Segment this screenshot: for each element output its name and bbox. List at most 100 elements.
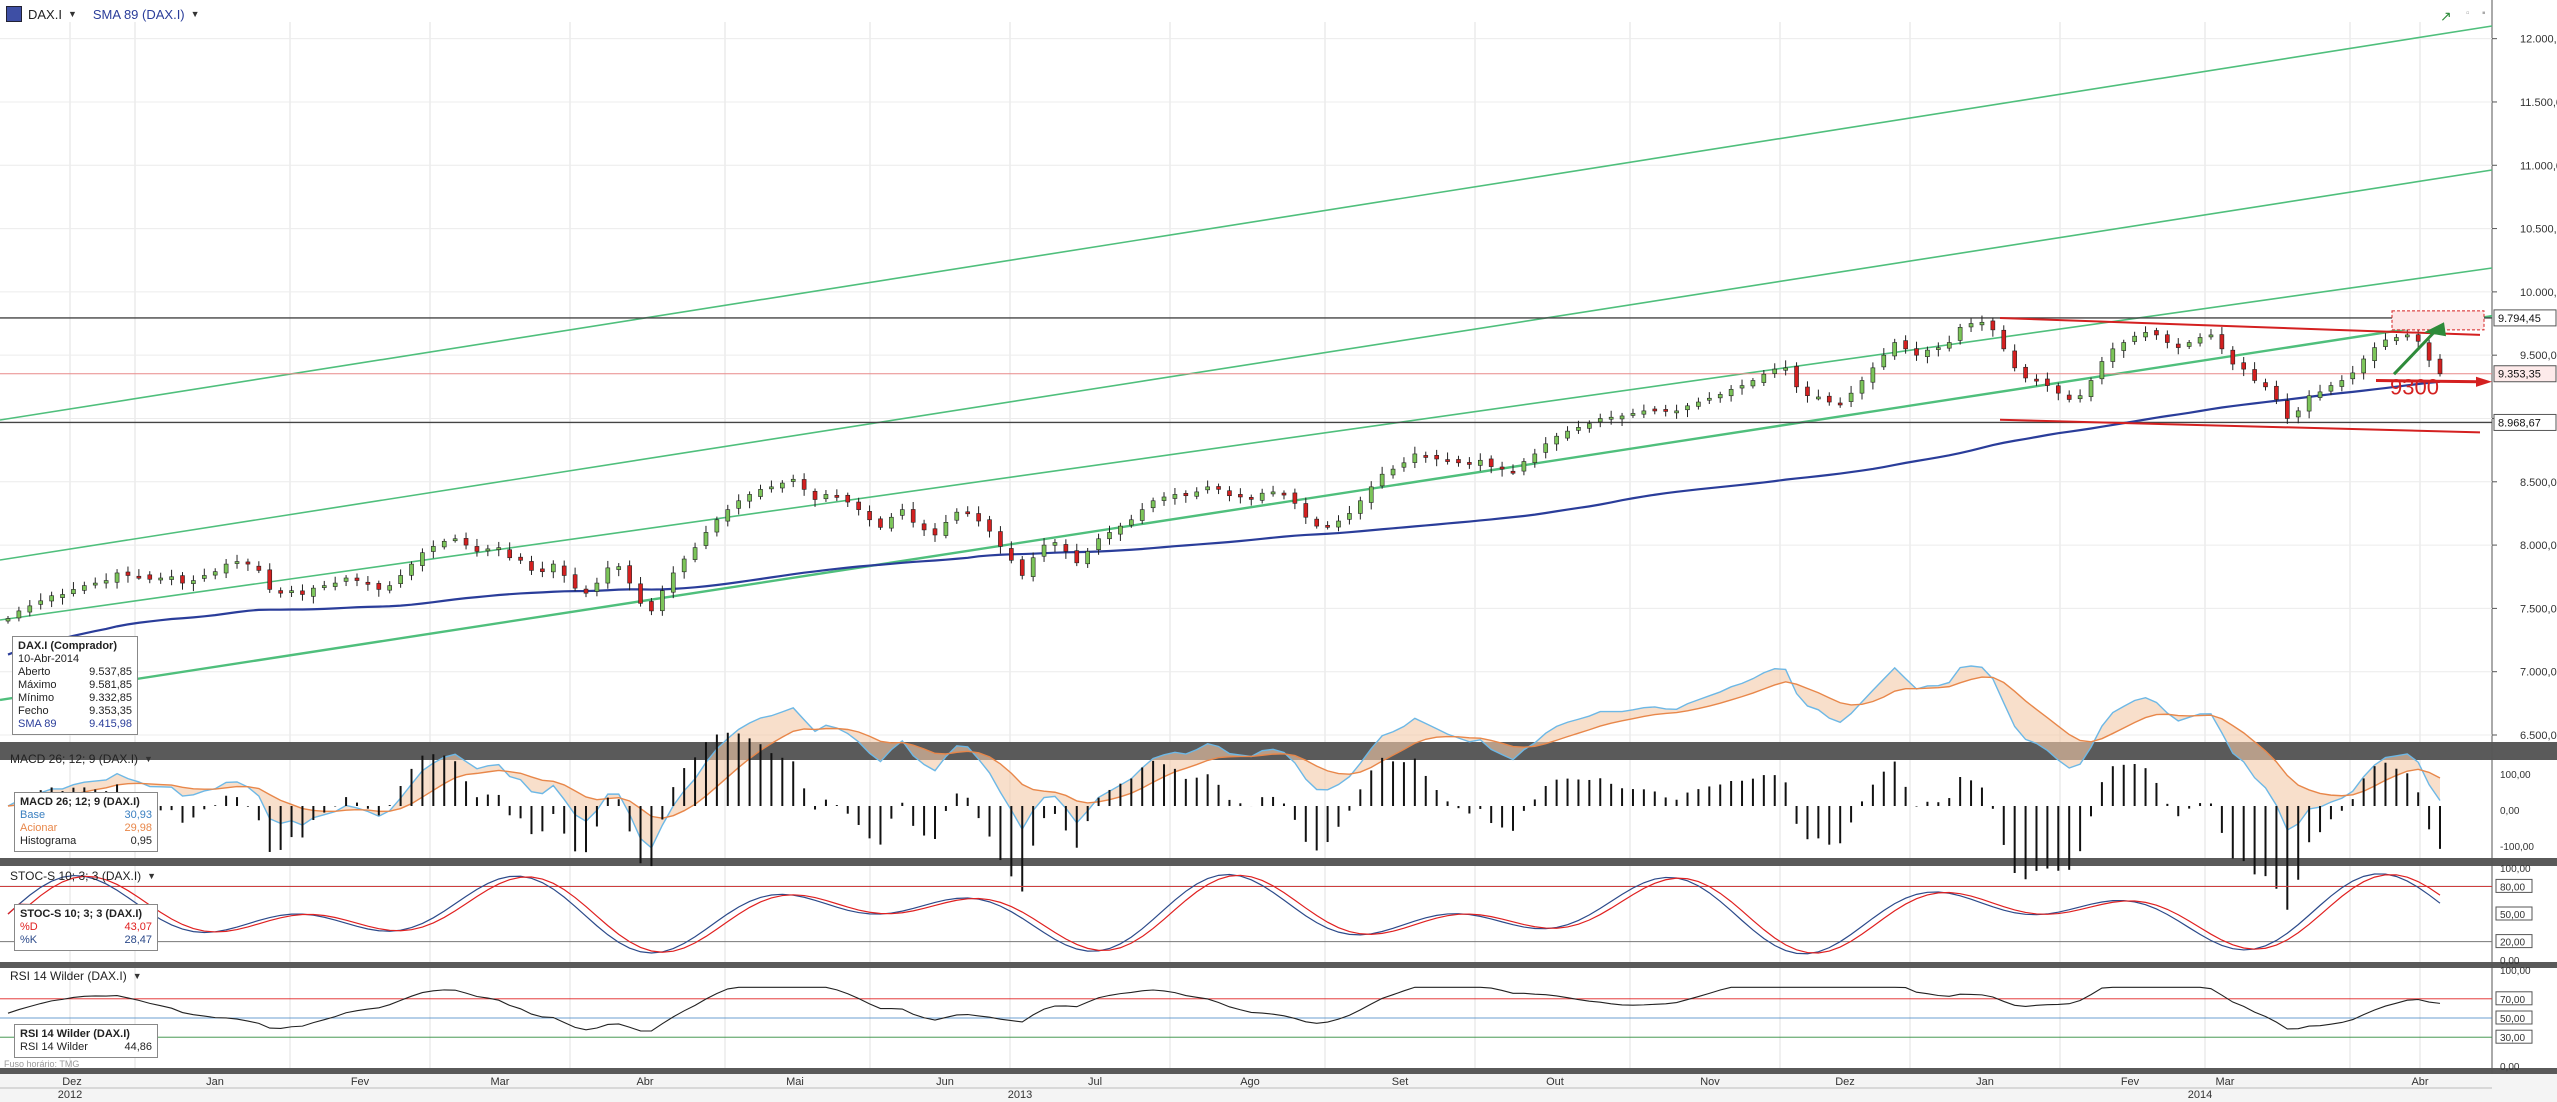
candle-body [1314,518,1319,527]
candle-body [245,561,251,565]
candle-body [1325,525,1330,528]
candle-body [2045,378,2050,386]
indicator-dropdown-icon[interactable]: ▼ [190,9,200,19]
candle-body [2012,350,2017,369]
candle-body [1685,405,1690,411]
price-tick-label: 9.500,00 [2520,350,2557,362]
symbol-dropdown-icon[interactable]: ▼ [67,9,77,19]
candle-body [965,511,971,515]
candle-body [1030,557,1036,577]
candle-body [2295,410,2301,418]
panel-close-icon[interactable]: ▪ [2482,8,2486,19]
macd-info-box: MACD 26; 12; 9 (DAX.I) Base 30,93 Acionar… [14,792,158,852]
stoch-dropdown-icon[interactable]: ▼ [147,871,157,881]
candle-body [769,486,774,490]
candle-body [1041,544,1047,557]
chart-type-icon[interactable] [6,6,22,22]
candle-body [1903,340,1908,350]
price-tick-label: 11.500,00 [2520,97,2557,109]
candle-body [158,577,163,581]
candle-body [1783,367,1788,371]
candle-body [2339,380,2345,387]
annotations: 9300 [1999,310,2492,434]
timezone-note: Fuso horário: TMG [4,1059,80,1069]
rsi-header[interactable]: RSI 14 Wilder (DAX.I) ▼ [10,969,142,983]
candle-body [2088,380,2094,397]
candle-body [1401,462,1407,468]
level-tag-box [2493,413,2557,431]
candle-body [1499,466,1505,470]
candle-body [354,577,360,581]
symbol-selector[interactable]: DAX.I [28,6,62,22]
indicator-selector[interactable]: SMA 89 (DAX.I) [92,6,185,22]
panel-tick-label: 0,00 [2500,956,2520,967]
candle-body [518,556,523,561]
candle-body [736,500,741,509]
candle-body [2394,337,2399,342]
candle-body [1696,401,1701,407]
candle-body [343,577,349,582]
candle-body [583,588,589,594]
level-tag-box [2493,365,2557,383]
candle-body [1129,519,1134,526]
panel-tick-label: 0,00 [2500,1062,2520,1073]
panel-tick-label: 100,00 [2500,864,2531,875]
candle-body [1281,492,1287,496]
macd-panel: 100,00 0,00 -100,00 [7,665,2534,910]
stoch-header[interactable]: STOC-S 10; 3; 3 (DAX.I) ▼ [10,869,156,883]
candle-body [420,552,425,566]
macd-dropdown-icon[interactable]: ▼ [144,754,153,764]
candle-body [2023,366,2028,379]
candle-body [2252,369,2257,381]
panel-tick-label: 70,00 [2500,995,2525,1006]
candle-body [1870,367,1876,383]
candle-body [1216,486,1221,490]
month-label: Mar [491,1076,510,1088]
candle-body [561,565,567,576]
sma-line [7,380,2441,656]
candle-body [2306,395,2312,412]
panel-separator [0,1068,2557,1074]
candle-body [889,516,894,529]
candle-body [1347,513,1352,520]
month-label: Abr [2411,1076,2428,1088]
candle-body [1150,500,1156,509]
sma-89-line [7,380,2441,656]
year-label: 2013 [1008,1089,1032,1101]
support-trendline [1999,418,2481,434]
rsi-panel: 100,00 70,00 50,00 30,00 0,00 [0,966,2533,1073]
year-label: 2014 [2188,1089,2212,1101]
candle-body [1183,493,1189,497]
level-tag-label: 9.353,35 [2498,369,2541,381]
candle-body [801,479,807,490]
info-date: 10-Abr-2014 [18,653,80,665]
candle-body [2197,337,2203,344]
price-tick-label: 10.500,00 [2520,224,2557,236]
candle-body [2110,348,2116,362]
month-label: Jul [1088,1076,1102,1088]
month-label: Fev [2121,1076,2140,1088]
candle-body [1957,327,1963,341]
candle-body [49,595,54,602]
candle-body [1543,443,1549,453]
candle-body [180,575,185,584]
candle-body [1358,500,1363,514]
axes: 12.000,00 11.500,00 11.000,00 10.500,00 10.0… [0,34,2557,1101]
candle-body [1576,427,1581,431]
candle-body [1805,386,1810,396]
candle-body [202,575,207,579]
candle-body [92,582,98,586]
candle-body [998,531,1003,547]
stoch-row: %K 28,47 [20,934,152,946]
macd-header[interactable]: MACD 26; 12; 9 (DAX.I) ▼ [10,752,153,766]
trend-tool-icon[interactable]: ↗ [2440,8,2452,24]
panel-settings-icon[interactable]: ▫ [2466,8,2470,19]
rsi-dropdown-icon[interactable]: ▼ [132,971,142,981]
candle-body [1172,494,1178,499]
candle-body [2383,339,2388,347]
candle-body [1412,453,1418,463]
macd-base-line [7,665,2441,850]
candle-body [2001,329,2007,350]
candle-body [1728,389,1734,397]
